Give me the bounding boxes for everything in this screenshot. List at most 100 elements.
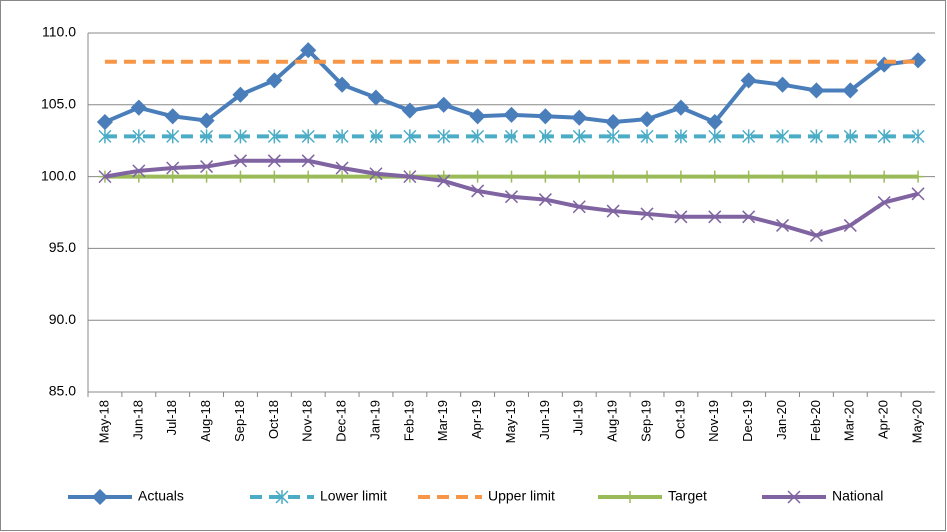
- data-point: [911, 187, 925, 201]
- y-tick-label: 105.0: [41, 96, 76, 112]
- data-point: [776, 129, 790, 144]
- x-tick-label: May-18: [96, 400, 111, 443]
- data-point: [268, 170, 281, 183]
- data-point: [708, 129, 722, 144]
- x-tick-label: Feb-19: [401, 400, 416, 441]
- data-point: [640, 129, 654, 144]
- legend-label: National: [832, 488, 883, 504]
- data-point: [912, 170, 925, 183]
- data-point: [809, 228, 823, 243]
- data-point: [909, 52, 927, 69]
- x-tick-label: Dec-19: [740, 400, 755, 442]
- data-point: [233, 154, 247, 168]
- data-point: [842, 82, 859, 99]
- legend-marker: [275, 490, 289, 504]
- y-tick-label: 100.0: [41, 167, 76, 183]
- data-point: [606, 204, 620, 218]
- data-point: [503, 106, 520, 123]
- legend-marker: [787, 490, 801, 504]
- data-point: [166, 129, 180, 144]
- data-point: [809, 129, 823, 144]
- y-tick-label: 95.0: [49, 239, 76, 255]
- data-point: [539, 170, 552, 183]
- data-point: [641, 170, 654, 183]
- data-point: [742, 170, 755, 183]
- legend-marker: [624, 491, 636, 503]
- legend-label: Actuals: [138, 488, 184, 504]
- data-point: [132, 129, 146, 144]
- x-tick-label: Sep-18: [232, 400, 247, 442]
- data-point: [810, 170, 823, 183]
- data-point: [776, 218, 790, 232]
- y-tick-label: 90.0: [49, 311, 76, 327]
- data-point: [674, 170, 687, 183]
- data-point: [538, 129, 552, 144]
- data-point: [437, 129, 451, 144]
- data-point: [335, 161, 349, 175]
- data-point: [877, 129, 891, 144]
- x-tick-label: Mar-19: [435, 400, 450, 441]
- data-point: [774, 76, 791, 93]
- data-point: [98, 170, 112, 184]
- x-tick-label: Jul-18: [164, 400, 179, 435]
- data-point: [505, 170, 518, 183]
- legend-label: Lower limit: [320, 488, 387, 504]
- data-point: [166, 170, 179, 183]
- data-point: [742, 210, 756, 224]
- data-point: [435, 96, 452, 113]
- data-point: [369, 167, 383, 181]
- data-point: [200, 160, 214, 174]
- y-tick-label: 110.0: [42, 24, 76, 40]
- data-point: [504, 190, 519, 204]
- data-point: [776, 170, 789, 183]
- data-point: [132, 164, 146, 178]
- x-tick-label: Nov-18: [300, 400, 315, 442]
- data-point: [96, 113, 114, 131]
- x-tick-label: Mar-20: [842, 400, 857, 441]
- data-point: [708, 210, 722, 224]
- x-tick-label: Aug-18: [198, 400, 213, 442]
- x-tick-label: Oct-18: [266, 400, 281, 439]
- x-tick-label: Jun-19: [537, 400, 552, 440]
- data-point: [844, 170, 857, 183]
- data-point: [302, 170, 315, 183]
- data-point: [471, 129, 485, 144]
- data-point: [538, 193, 552, 207]
- x-tick-label: Jun-18: [130, 400, 145, 440]
- data-point: [674, 129, 688, 144]
- data-point: [606, 129, 620, 144]
- data-point: [674, 210, 688, 224]
- data-point: [471, 170, 484, 183]
- data-point: [403, 170, 417, 184]
- data-point: [877, 195, 891, 209]
- x-tick-label: Feb-20: [808, 400, 823, 441]
- x-tick-label: Jan-20: [774, 400, 789, 440]
- data-point: [130, 99, 147, 116]
- x-tick-label: Sep-19: [638, 400, 653, 442]
- data-point: [572, 200, 586, 214]
- data-point: [267, 154, 281, 168]
- data-point: [300, 42, 317, 59]
- x-tick-label: Oct-19: [672, 400, 687, 439]
- data-point: [742, 129, 756, 144]
- data-point: [573, 170, 586, 183]
- data-point: [266, 72, 283, 89]
- x-tick-label: Jan-19: [367, 400, 382, 440]
- data-point: [843, 129, 857, 144]
- x-tick-label: Apr-20: [876, 400, 891, 439]
- data-point: [301, 154, 315, 168]
- data-point: [571, 109, 588, 126]
- data-point: [267, 129, 281, 144]
- x-tick-label: Apr-19: [469, 400, 484, 439]
- data-point: [605, 113, 622, 131]
- data-point: [200, 129, 214, 144]
- data-point: [469, 108, 486, 125]
- x-tick-label: May-19: [503, 400, 518, 443]
- data-point: [369, 129, 383, 144]
- data-point: [471, 184, 485, 198]
- data-point: [572, 129, 586, 144]
- y-tick-label: 85.0: [49, 383, 76, 399]
- data-point: [198, 112, 215, 129]
